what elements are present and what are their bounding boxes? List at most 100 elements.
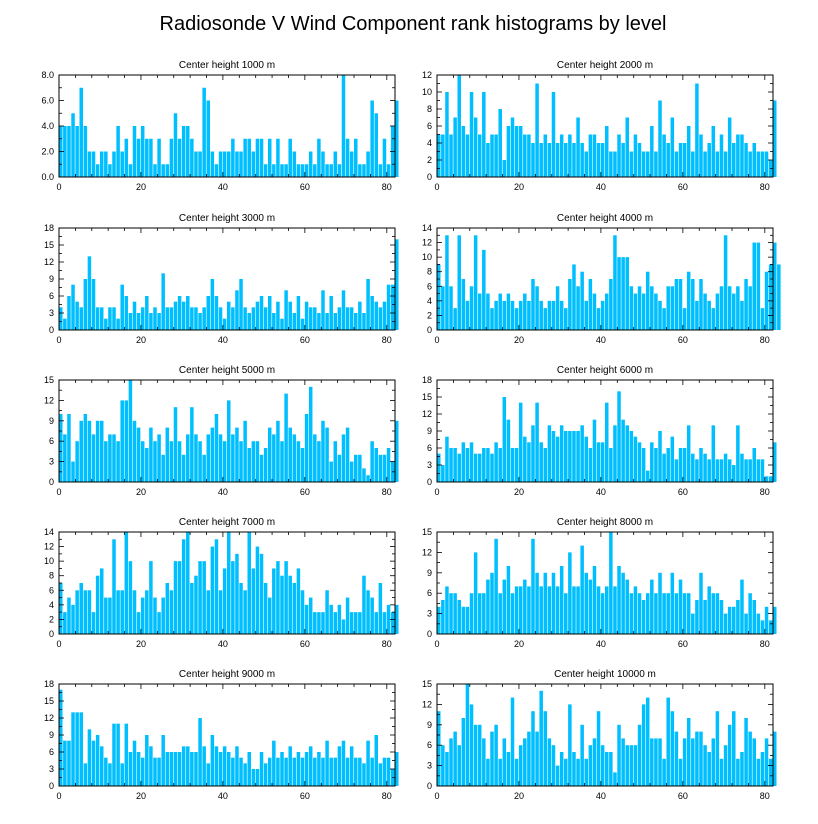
bar bbox=[510, 448, 515, 482]
bar bbox=[157, 313, 161, 330]
bar bbox=[514, 758, 519, 786]
bar bbox=[67, 414, 71, 482]
y-tick-label: 6.0 bbox=[41, 96, 54, 106]
bar bbox=[539, 586, 543, 634]
bar bbox=[308, 746, 313, 786]
bar bbox=[625, 425, 629, 482]
bar bbox=[386, 164, 391, 177]
bar bbox=[559, 300, 564, 330]
bar bbox=[67, 296, 71, 330]
bar bbox=[670, 286, 675, 330]
bar bbox=[535, 731, 539, 786]
x-tick-label: 80 bbox=[382, 487, 392, 497]
bar bbox=[625, 257, 629, 330]
bar bbox=[214, 164, 219, 177]
bar bbox=[354, 757, 358, 786]
bar bbox=[473, 117, 478, 177]
bar bbox=[756, 151, 761, 177]
panel-title: Center height 9000 m bbox=[179, 669, 275, 680]
bar bbox=[682, 143, 687, 177]
y-tick-label: 0 bbox=[49, 325, 54, 335]
x-tick-label: 40 bbox=[596, 335, 606, 345]
bar bbox=[629, 745, 634, 786]
bar bbox=[99, 151, 104, 177]
bar bbox=[506, 419, 511, 482]
bar bbox=[592, 738, 597, 786]
bar bbox=[629, 286, 634, 330]
bar bbox=[457, 745, 461, 786]
bar-series bbox=[437, 235, 781, 330]
bar bbox=[437, 606, 441, 634]
bar bbox=[112, 434, 116, 482]
bar bbox=[128, 752, 133, 786]
bar bbox=[136, 313, 141, 330]
bar bbox=[382, 301, 387, 330]
bar bbox=[625, 117, 629, 177]
bar bbox=[259, 138, 264, 177]
bar bbox=[140, 126, 145, 177]
bar bbox=[395, 752, 399, 786]
bar bbox=[267, 138, 272, 177]
panel-8: Center height 8000 m 0 20 40 60 80 0 3 6 9 12 15 bbox=[422, 517, 777, 649]
bar bbox=[469, 286, 474, 330]
bar bbox=[386, 757, 391, 786]
bar bbox=[596, 586, 601, 634]
bar bbox=[686, 425, 691, 482]
bar bbox=[251, 769, 256, 786]
bar bbox=[386, 284, 391, 330]
bar bbox=[341, 740, 346, 786]
bar bbox=[592, 293, 597, 330]
bar bbox=[321, 290, 325, 330]
y-tick-label: 6 bbox=[49, 585, 54, 595]
bar bbox=[486, 293, 490, 330]
bar bbox=[210, 151, 215, 177]
y-tick-label: 9 bbox=[427, 568, 432, 578]
bar bbox=[527, 586, 531, 634]
x-tick-label: 0 bbox=[56, 182, 61, 192]
bar bbox=[768, 758, 773, 786]
bar bbox=[584, 572, 589, 634]
bar bbox=[177, 752, 182, 786]
bar bbox=[304, 414, 309, 482]
bar bbox=[637, 593, 642, 634]
bar bbox=[650, 126, 654, 177]
bar bbox=[292, 313, 297, 330]
panel-5: Center height 5000 m 0 20 40 60 80 0 3 6 9 12 15 bbox=[44, 365, 399, 497]
bar bbox=[723, 745, 728, 786]
bar bbox=[63, 740, 67, 786]
bar bbox=[91, 612, 96, 634]
y-tick-label: 4 bbox=[49, 600, 54, 610]
bar bbox=[181, 454, 186, 482]
bar bbox=[498, 593, 502, 634]
bar bbox=[609, 448, 613, 482]
bar bbox=[559, 752, 564, 786]
bar bbox=[490, 731, 494, 786]
bar bbox=[461, 126, 466, 177]
bar bbox=[116, 590, 120, 634]
bar bbox=[374, 612, 379, 634]
bar bbox=[736, 758, 740, 786]
bar bbox=[317, 752, 321, 786]
bar bbox=[321, 151, 325, 177]
bar bbox=[276, 757, 280, 786]
bar bbox=[494, 134, 498, 177]
bar bbox=[186, 126, 190, 177]
bar bbox=[715, 593, 720, 634]
bar bbox=[280, 164, 284, 177]
bar bbox=[719, 600, 724, 634]
bar bbox=[263, 307, 268, 330]
x-tick-label: 60 bbox=[678, 639, 688, 649]
bar bbox=[588, 279, 593, 330]
bar bbox=[760, 752, 765, 786]
bar bbox=[486, 758, 490, 786]
bar bbox=[124, 400, 129, 482]
bar bbox=[609, 532, 613, 634]
bar bbox=[580, 425, 584, 482]
bar bbox=[272, 740, 276, 786]
bar bbox=[145, 590, 149, 634]
bar bbox=[292, 583, 297, 634]
y-tick-label: 6 bbox=[49, 747, 54, 757]
x-tick-label: 20 bbox=[514, 182, 524, 192]
bar bbox=[609, 752, 613, 786]
bar bbox=[255, 301, 260, 330]
